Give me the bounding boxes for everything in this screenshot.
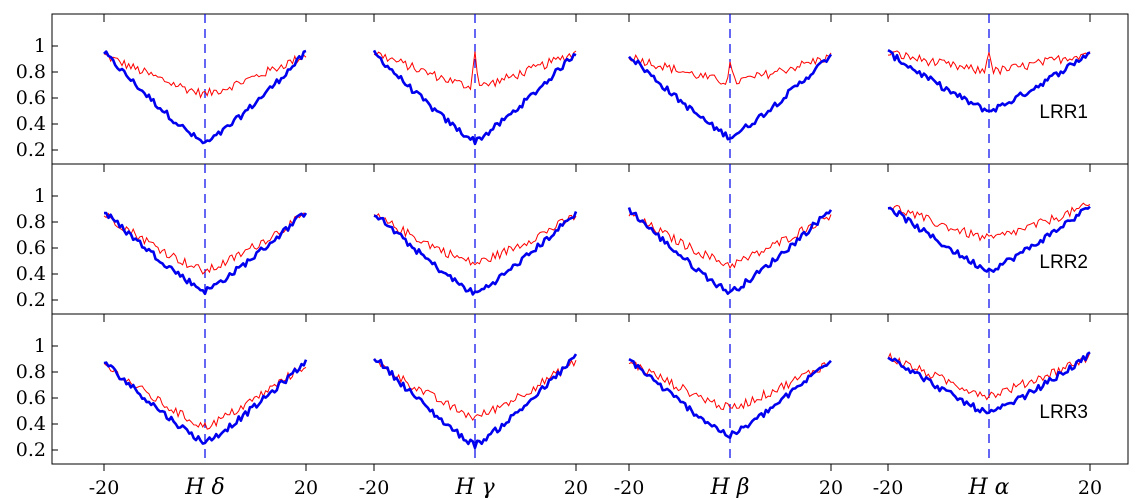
panel-lrr1: 0.2 0.4 0.6 0.8 1 LRR1 [16,13,1129,165]
line-name-label: H δ [184,475,224,498]
thick-series-line [628,358,832,440]
line-name-label: H β [710,475,750,498]
thick-series-line [103,211,308,296]
line-name-label: H α [967,475,1009,498]
y-tick-label: 1 [34,35,46,57]
x-tick-label: 20 [294,477,318,498]
y-tick-label: 0.8 [16,361,46,383]
y-tick-label: 1 [34,185,46,207]
x-tick-label: -20 [873,477,904,498]
x-tick-label: 20 [564,477,588,498]
y-tick-label: 0.8 [16,211,46,233]
thin-series-line [103,53,307,99]
y-tick-label: 0.4 [16,413,46,435]
panel-label: LRR2 [1039,252,1088,273]
y-tick-label: 0.8 [16,61,46,83]
y-tick-label: 0.6 [16,387,46,409]
x-tick-label: 20 [819,477,843,498]
y-tick-label: 0.4 [16,113,46,135]
thin-series-line [628,360,832,411]
x-axis: -20 20 H δ -20 20 H γ -20 20 H β -20 20 H α [89,464,1102,498]
thin-series-line [373,358,577,422]
y-tick-label: 0.2 [16,439,46,461]
thin-series-line [628,52,832,85]
x-tick-label: -20 [89,477,120,498]
panel-label: LRR3 [1039,402,1088,423]
thin-series-line [373,50,577,91]
panels-layer: 0.2 0.4 0.6 0.8 1 LRR1 0.2 0.4 0.6 0.8 1 LRR2 0.2 0.4… [16,13,1129,465]
panel-label: LRR1 [1039,102,1088,123]
thin-series-line [373,213,577,266]
y-tick-label: 1 [34,335,46,357]
thick-series-line [372,49,577,146]
thin-series-line [887,202,1091,242]
y-tick-label: 0.6 [16,87,46,109]
y-tick-label: 0.2 [16,139,46,161]
line-name-label: H γ [454,475,495,498]
y-tick-label: 0.4 [16,263,46,285]
thick-series-line [628,53,833,141]
thick-series-line [887,351,1091,415]
thick-series-line [103,49,307,145]
y-tick-label: 0.6 [16,237,46,259]
panel-lrr3: 0.2 0.4 0.6 0.8 1 LRR3 [16,313,1129,465]
thin-series-line [103,362,307,430]
x-tick-label: 20 [1078,477,1102,498]
thick-series-line [372,353,578,450]
thick-series-line [887,205,1091,273]
thick-series-line [627,207,833,296]
thick-series-line [103,359,308,445]
y-tick-label: 0.2 [16,289,46,311]
panel-lrr2: 0.2 0.4 0.6 0.8 1 LRR2 [16,163,1129,315]
thin-series-line [887,50,1091,76]
thick-series-line [373,211,578,296]
thick-series-line [887,49,1091,113]
x-tick-label: -20 [359,477,390,498]
panel-frame [51,313,1129,465]
x-tick-label: -20 [614,477,645,498]
